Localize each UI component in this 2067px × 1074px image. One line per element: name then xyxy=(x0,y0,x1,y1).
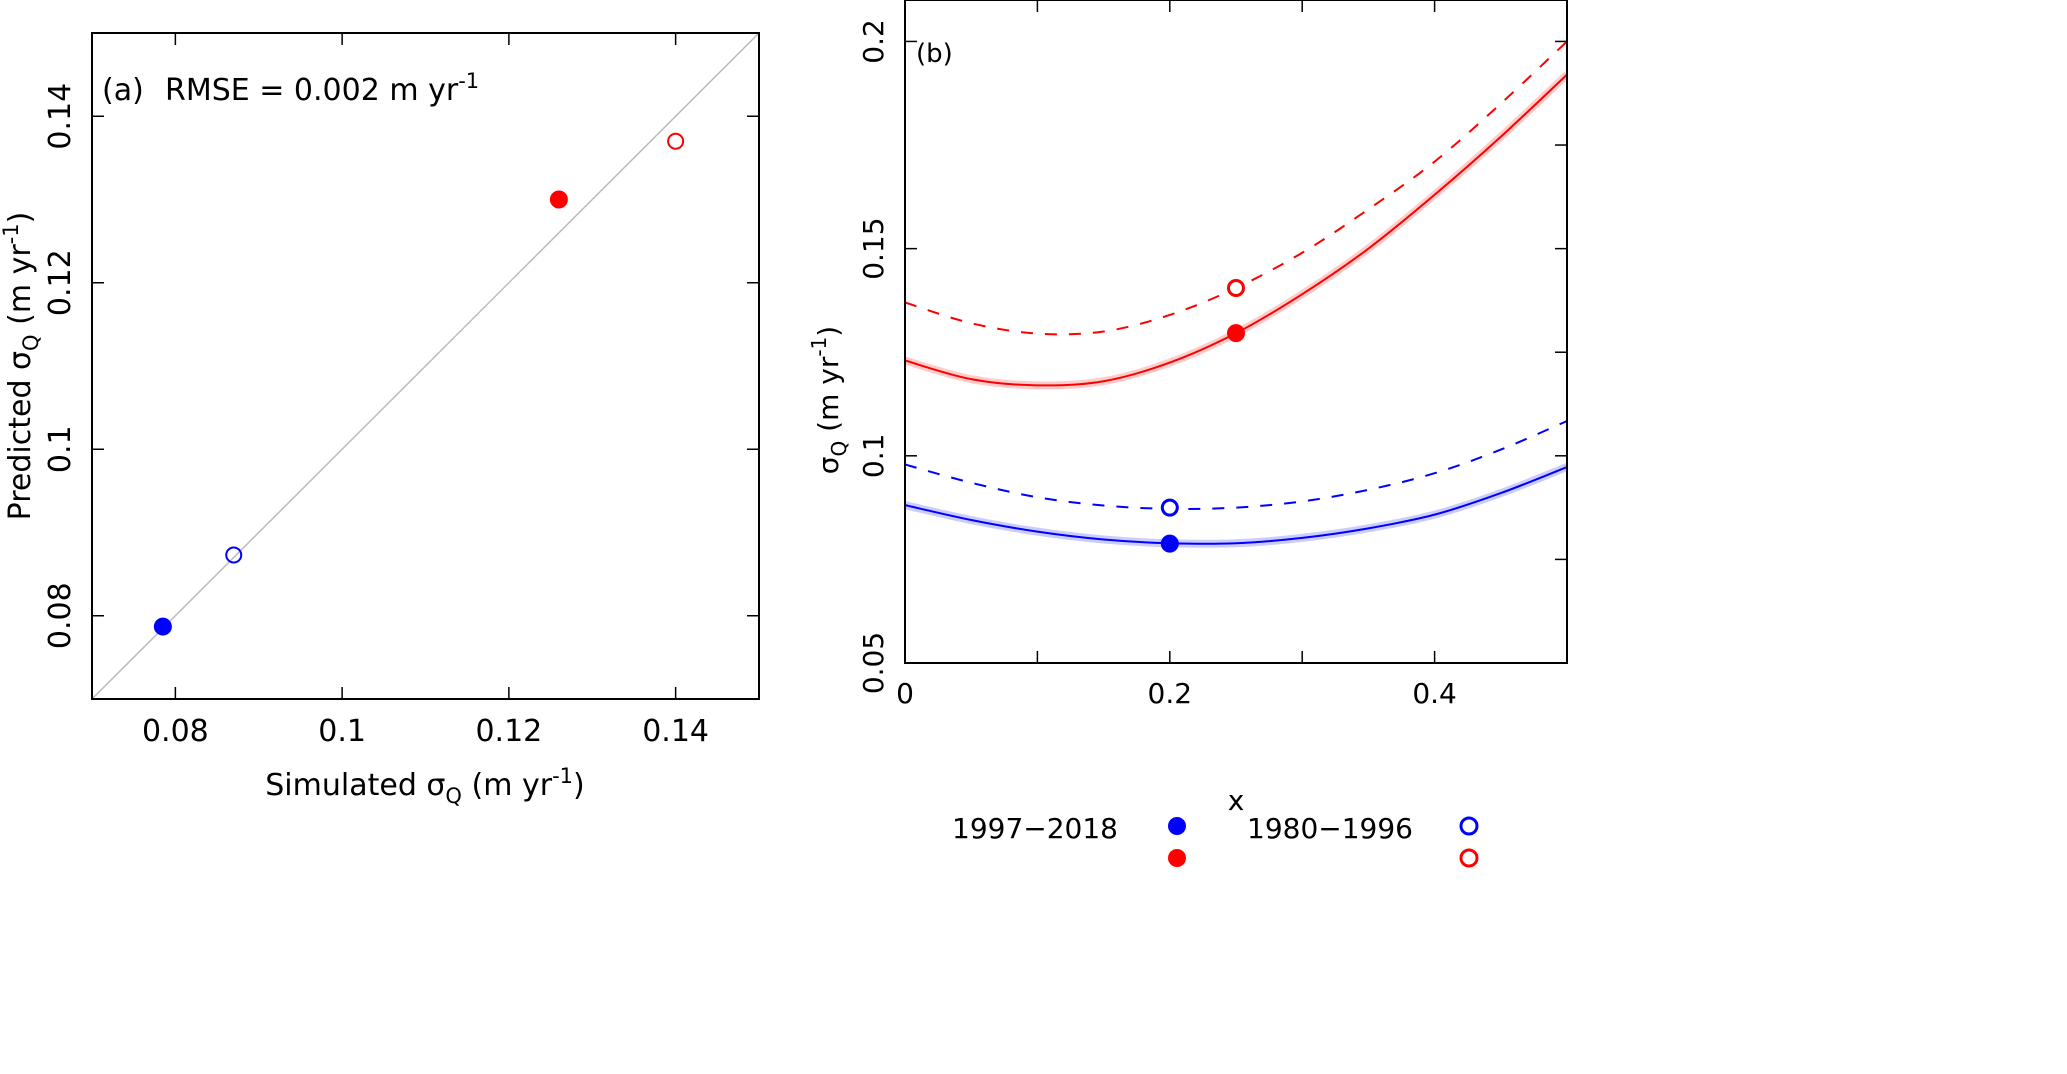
legend-marker-blue-filled xyxy=(1168,817,1186,835)
x-tick-label: 0.4 xyxy=(1412,677,1457,710)
legend-label-1997-2018: 1997−2018 xyxy=(952,812,1118,845)
panel-a-xlabel: Simulated σQ (m yr-1) xyxy=(265,764,584,808)
data-point-open xyxy=(1160,498,1179,517)
data-point-filled xyxy=(1160,534,1179,553)
panel-a: 0.08 0.1 0.12 0.14 0.08 0.1 0.12 0.14 xyxy=(43,32,760,749)
y-tick-label: 0.1 xyxy=(43,425,78,473)
panel-b-xlabel: x xyxy=(1228,784,1245,817)
data-point-open xyxy=(225,546,243,564)
legend-marker-red-filled xyxy=(1168,849,1186,867)
plot-frame xyxy=(904,0,1568,664)
legend-label-1980-1996: 1980−1996 xyxy=(1247,812,1413,845)
x-tick-label: 0.1 xyxy=(318,714,366,749)
y-tick-label: 0.14 xyxy=(43,83,78,150)
series-line-blue-dashed xyxy=(905,420,1567,510)
legend: 1997−2018 1980−1996 xyxy=(952,812,1479,868)
x-tick-label: 0.2 xyxy=(1148,677,1193,710)
panel-b-ylabel: σQ (m yr-1) xyxy=(807,326,851,474)
panel-b-label: (b) xyxy=(916,39,953,69)
x-tick-label: 0.08 xyxy=(142,714,209,749)
x-tick-label: 0.12 xyxy=(475,714,542,749)
y-tick-label: 0.05 xyxy=(857,632,890,694)
data-point-open xyxy=(667,132,685,150)
rmse-annotation: RMSE = 0.002 m yr-1 xyxy=(165,69,479,108)
series-line-blue-solid xyxy=(905,466,1567,545)
x-tick-label: 0 xyxy=(896,677,914,710)
y-tick-label: 0.1 xyxy=(857,434,890,479)
data-point-open xyxy=(1227,278,1245,297)
panel-a-label: (a) xyxy=(102,73,144,108)
panel-a-ylabel: Predicted σQ (m yr-1) xyxy=(0,212,43,521)
plot-frame xyxy=(91,32,760,700)
y-tick-label: 0.08 xyxy=(43,582,78,649)
data-point-filled xyxy=(1227,324,1245,343)
y-tick-label: 0.12 xyxy=(43,249,78,316)
x-tick-label: 0.14 xyxy=(642,714,709,749)
y-tick-label: 0.15 xyxy=(857,217,890,279)
panel-b: 0 0.2 0.4 0.05 0.1 0.15 0.2 xyxy=(857,0,1568,710)
identity-line xyxy=(91,32,760,700)
legend-marker-red-open xyxy=(1459,848,1479,868)
data-point-filled xyxy=(153,617,172,636)
data-point-filled xyxy=(549,190,568,209)
legend-marker-blue-open xyxy=(1459,816,1479,836)
y-tick-label: 0.2 xyxy=(857,19,890,64)
